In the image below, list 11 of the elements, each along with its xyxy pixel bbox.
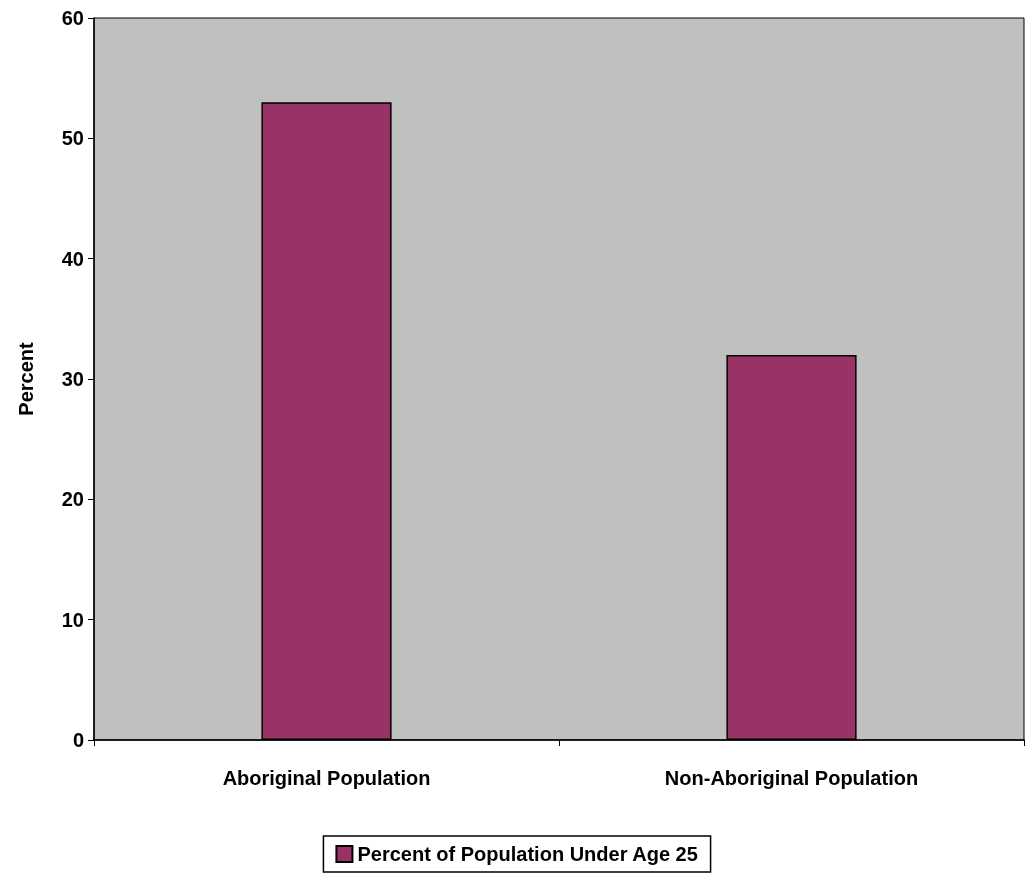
x-tick-label: Aboriginal Population bbox=[222, 767, 431, 789]
legend-label: Percent of Population Under Age 25 bbox=[357, 843, 698, 865]
y-tick-label: 0 bbox=[72, 729, 84, 751]
y-tick-label: 20 bbox=[61, 488, 84, 511]
y-tick-label: 10 bbox=[61, 608, 84, 631]
x-tick-label: Non-Aboriginal Population bbox=[664, 767, 919, 789]
y-tick-label: 30 bbox=[61, 368, 84, 390]
y-tick-label: 40 bbox=[61, 247, 84, 270]
y-tick-label: 60 bbox=[61, 7, 84, 29]
y-tick-label: 50 bbox=[61, 127, 84, 150]
y-axis-title: Percent bbox=[15, 341, 37, 416]
